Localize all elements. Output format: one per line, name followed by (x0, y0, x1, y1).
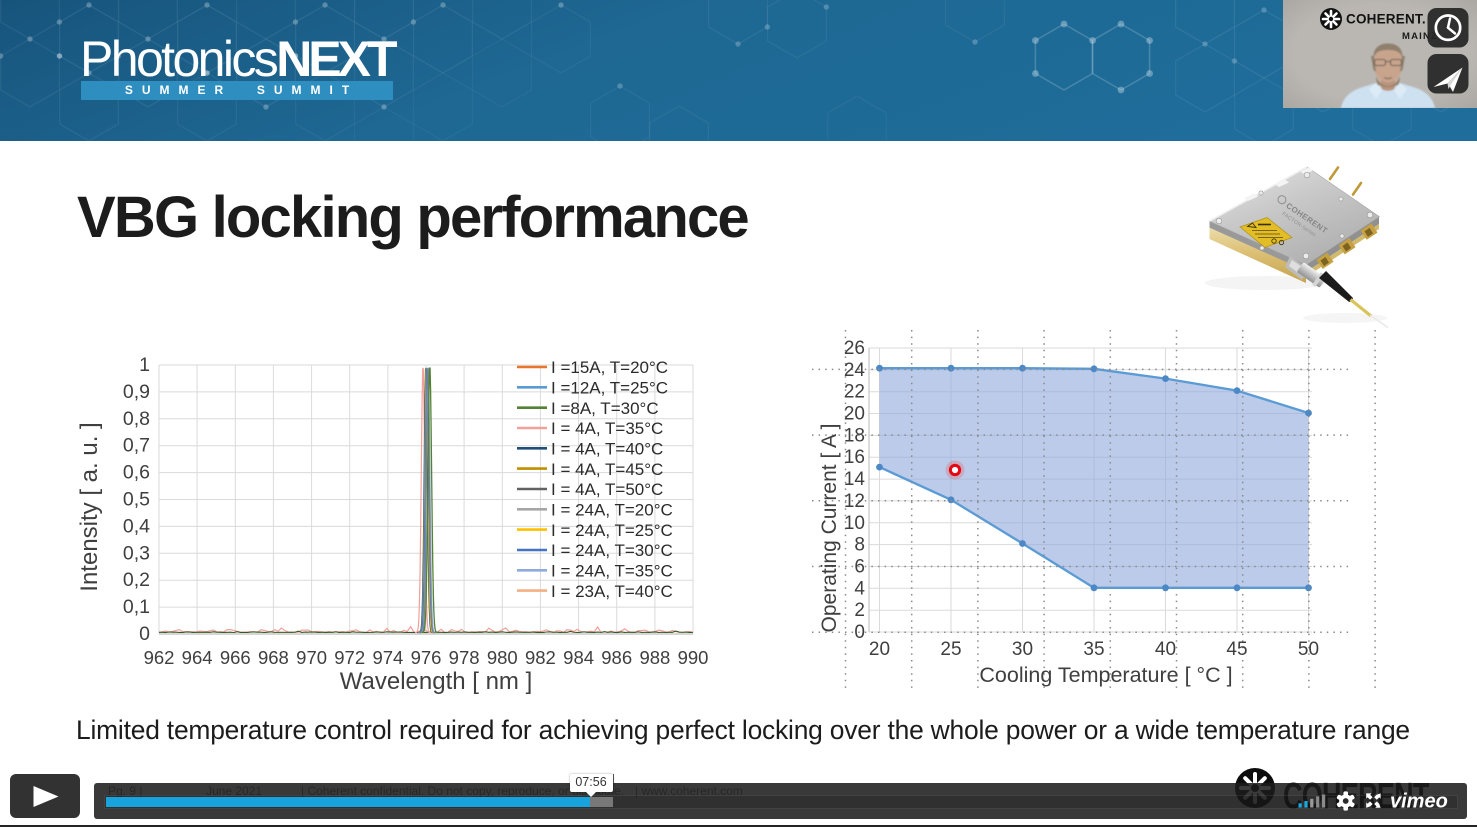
svg-text:I = 24A, T=35°C: I = 24A, T=35°C (551, 562, 673, 581)
svg-text:8: 8 (854, 535, 865, 556)
svg-text:20: 20 (844, 404, 865, 425)
svg-text:20: 20 (869, 639, 890, 660)
svg-text:0,8: 0,8 (123, 408, 150, 430)
svg-text:0,3: 0,3 (123, 542, 150, 564)
svg-text:30: 30 (1012, 639, 1033, 660)
svg-text:Cooling Temperature [ °C ]: Cooling Temperature [ °C ] (979, 663, 1232, 687)
svg-text:978: 978 (449, 647, 480, 668)
svg-text:0,9: 0,9 (123, 381, 150, 403)
svg-text:I = 23A, T=40°C: I = 23A, T=40°C (551, 582, 673, 601)
svg-text:45: 45 (1226, 639, 1247, 660)
svg-text:984: 984 (563, 647, 594, 668)
svg-text:0,6: 0,6 (123, 462, 150, 484)
svg-text:988: 988 (639, 647, 670, 668)
svg-text:0,2: 0,2 (123, 569, 150, 591)
svg-text:I = 4A, T=50°C: I = 4A, T=50°C (551, 480, 663, 499)
svg-text:I = 4A, T=40°C: I = 4A, T=40°C (551, 440, 663, 459)
svg-text:4: 4 (854, 578, 865, 599)
svg-text:40: 40 (1155, 639, 1176, 660)
svg-text:0: 0 (854, 622, 865, 643)
svg-text:964: 964 (182, 647, 213, 668)
svg-text:vimeo: vimeo (1390, 791, 1448, 813)
svg-text:0,7: 0,7 (123, 435, 150, 457)
svg-text:I = 4A, T=45°C: I = 4A, T=45°C (551, 460, 663, 479)
svg-text:I = 4A, T=35°C: I = 4A, T=35°C (551, 419, 663, 438)
svg-text:0,1: 0,1 (123, 596, 150, 618)
svg-text:962: 962 (144, 647, 175, 668)
svg-text:I = 24A, T=20°C: I = 24A, T=20°C (551, 501, 673, 520)
svg-text:966: 966 (220, 647, 251, 668)
svg-text:Wavelength [ nm ]: Wavelength [ nm ] (340, 668, 533, 695)
svg-text:COHERENT.: COHERENT. (1346, 12, 1426, 27)
svg-text:974: 974 (372, 647, 403, 668)
svg-text:35: 35 (1083, 639, 1104, 660)
svg-text:976: 976 (411, 647, 442, 668)
svg-text:22: 22 (844, 382, 865, 403)
svg-text:Intensity [ a. u. ]: Intensity [ a. u. ] (76, 422, 103, 591)
svg-text:1: 1 (139, 354, 150, 376)
svg-text:I = 24A, T=30°C: I = 24A, T=30°C (551, 541, 673, 560)
svg-text:I =12A, T=25°C: I =12A, T=25°C (551, 379, 668, 398)
svg-text:980: 980 (487, 647, 518, 668)
svg-text:0,5: 0,5 (123, 489, 150, 511)
svg-text:990: 990 (678, 647, 709, 668)
svg-text:50: 50 (1298, 639, 1319, 660)
svg-text:I =15A, T=20°C: I =15A, T=20°C (551, 358, 668, 377)
svg-text:26: 26 (844, 338, 865, 359)
svg-text:982: 982 (525, 647, 556, 668)
svg-text:970: 970 (296, 647, 327, 668)
svg-text:968: 968 (258, 647, 289, 668)
svg-text:972: 972 (334, 647, 365, 668)
svg-text:I = 24A, T=25°C: I = 24A, T=25°C (551, 521, 673, 540)
svg-text:12: 12 (844, 491, 865, 512)
svg-text:0,4: 0,4 (123, 515, 150, 537)
svg-text:14: 14 (844, 469, 866, 490)
svg-text:24: 24 (844, 360, 866, 381)
svg-text:18: 18 (844, 425, 865, 446)
svg-text:6: 6 (854, 557, 865, 578)
svg-text:25: 25 (940, 639, 961, 660)
svg-text:986: 986 (601, 647, 632, 668)
svg-text:2: 2 (854, 600, 865, 621)
svg-text:I =8A, T=30°C: I =8A, T=30°C (551, 399, 659, 418)
svg-text:16: 16 (844, 447, 865, 468)
svg-text:10: 10 (844, 513, 865, 534)
svg-text:MAINZ: MAINZ (1402, 31, 1438, 42)
svg-text:Operating Current [ A ]: Operating Current [ A ] (818, 424, 841, 633)
svg-text:0: 0 (139, 623, 150, 645)
